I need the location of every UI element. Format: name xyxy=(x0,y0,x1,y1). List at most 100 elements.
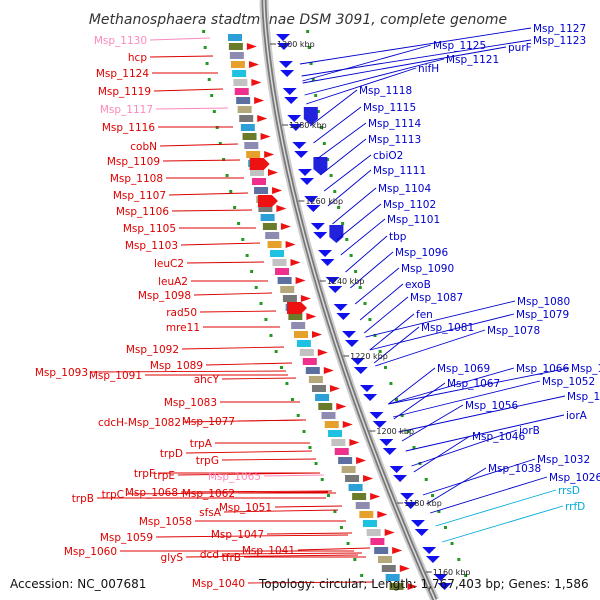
guide-dot-right xyxy=(345,238,349,241)
gene-block xyxy=(270,250,285,257)
label-leader xyxy=(388,367,570,405)
gene-label-right: rrfD xyxy=(565,501,585,513)
reverse-gene-arrow xyxy=(342,331,357,338)
label-leader xyxy=(426,467,487,505)
gene-label-left: trpG xyxy=(196,455,219,467)
gene-block xyxy=(338,457,353,464)
guide-dot-left xyxy=(279,366,283,369)
gene-block xyxy=(305,367,320,374)
forward-gene-arrow xyxy=(290,259,301,266)
guide-dot-left xyxy=(285,382,289,385)
reverse-gene-arrow xyxy=(410,520,425,527)
reverse-gene-arrow xyxy=(400,493,415,500)
gene-label-right: Msp_1115 xyxy=(363,102,416,114)
reverse-gene-arrow xyxy=(363,394,378,401)
gene-block xyxy=(315,394,330,401)
gene-label-right: Msp_1045 xyxy=(567,391,600,403)
gene-label-right: nifH xyxy=(418,63,439,75)
guide-dot-right xyxy=(406,430,410,433)
gene-block xyxy=(302,358,317,365)
reverse-gene-arrow xyxy=(425,556,440,563)
gene-label-right: Msp_1038 xyxy=(488,463,541,475)
gene-label-left: leuA2 xyxy=(158,276,188,288)
label-leader xyxy=(155,534,349,538)
forward-gene-arrow xyxy=(264,151,275,158)
gene-label-left: Msp_1105 xyxy=(123,223,176,235)
label-leader xyxy=(373,326,420,364)
reverse-gene-arrow xyxy=(304,196,319,203)
reverse-gene-arrow xyxy=(280,70,295,77)
gene-label-left: Msp_1083 xyxy=(164,397,217,409)
reverse-gene-arrow xyxy=(276,43,291,50)
gene-block xyxy=(299,349,314,356)
gene-label-left: Msp_1058 xyxy=(139,516,192,528)
label-leader xyxy=(369,313,415,351)
scale-tick-label: 1200 kbp xyxy=(376,427,414,436)
label-leader xyxy=(442,505,564,543)
label-leader xyxy=(90,370,287,373)
guide-dot-right xyxy=(309,62,313,65)
guide-dot-right xyxy=(373,334,377,337)
guide-dot-right xyxy=(341,222,345,225)
gene-block xyxy=(321,412,336,419)
label-leader xyxy=(354,267,400,305)
gene-block xyxy=(265,232,280,239)
label-leader xyxy=(274,505,343,508)
reverse-gene-arrow xyxy=(275,34,290,41)
reverse-gene-arrow xyxy=(288,124,303,131)
gene-label-left: rad50 xyxy=(166,307,197,319)
reverse-gene-arrow xyxy=(313,232,328,239)
forward-gene-arrow xyxy=(407,583,418,590)
label-leader xyxy=(221,552,363,555)
gene-label-right: exoB xyxy=(405,279,431,291)
gene-block xyxy=(229,52,244,59)
large-forward-gene xyxy=(249,158,270,170)
gene-block xyxy=(381,565,396,572)
gene-label-left: Msp_1051 xyxy=(219,502,272,514)
guide-dot-left xyxy=(327,494,331,497)
gene-label-right: Msp_1056 xyxy=(465,400,518,412)
gene-block xyxy=(308,376,323,383)
gene-label-right: Msp_1125 xyxy=(433,40,486,52)
guide-dot-right xyxy=(307,46,311,49)
label-leader xyxy=(221,458,317,461)
gene-label-left: dcd xyxy=(200,549,219,561)
reverse-gene-arrow xyxy=(379,439,394,446)
gene-label-right: Msp_1111 xyxy=(373,165,426,177)
gene-block xyxy=(377,556,392,563)
gene-block xyxy=(355,502,370,509)
guide-dot-left xyxy=(245,254,249,257)
gene-block xyxy=(366,529,381,536)
guide-dot-right xyxy=(333,190,337,193)
gene-block xyxy=(267,241,282,248)
gene-label-left: Msp_1062 xyxy=(182,488,235,500)
gene-block xyxy=(227,34,242,41)
gene-label-left: Msp_1119 xyxy=(98,86,151,98)
guide-dot-right xyxy=(389,382,393,385)
scale-tick-label: 1300 kbp xyxy=(277,40,315,49)
label-leader xyxy=(392,380,541,418)
gene-label-right: iorB xyxy=(519,425,540,437)
reverse-gene-arrow xyxy=(369,412,384,419)
guide-dot-right xyxy=(368,318,372,321)
gene-label-left: Msp_1109 xyxy=(107,156,160,168)
gene-label-right: Msp_1046 xyxy=(472,431,525,443)
reverse-gene-arrow xyxy=(422,547,437,554)
gene-block xyxy=(328,430,343,437)
scale-tick-label: 1260 kbp xyxy=(305,197,343,206)
label-leader xyxy=(369,313,515,351)
feature-layer xyxy=(202,30,468,590)
label-leader xyxy=(180,242,261,246)
forward-gene-arrow xyxy=(246,43,257,50)
forward-gene-arrow xyxy=(254,97,265,104)
guide-dot-right xyxy=(306,30,310,33)
gene-block xyxy=(341,466,356,473)
guide-dot-right xyxy=(311,78,315,81)
guide-dot-left xyxy=(218,142,222,145)
gene-label-right: Msp_1026 xyxy=(549,472,600,484)
guide-dot-left xyxy=(215,126,219,129)
gene-label-left: Msp_1065 xyxy=(208,471,261,483)
guide-dot-right xyxy=(412,446,416,449)
gene-label-left: Msp_1047 xyxy=(211,529,264,541)
backbone-highlight xyxy=(263,0,436,600)
